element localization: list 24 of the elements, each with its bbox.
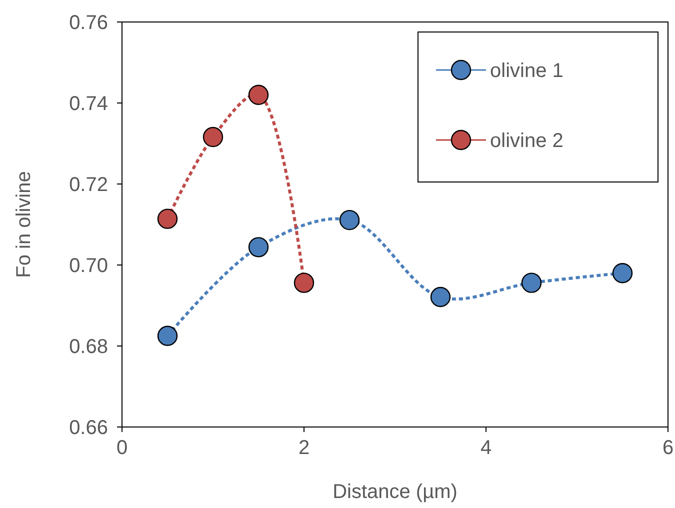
y-tick-label: 0.66 [69,417,108,439]
point [430,286,451,308]
point [294,272,314,293]
y-tick-label: 0.72 [69,174,108,196]
y-tick-label: 0.70 [69,255,108,277]
y-tick-label: 0.76 [69,12,108,34]
point [612,263,633,284]
point [339,210,360,230]
point [248,237,269,258]
point [202,126,224,148]
point [521,272,542,293]
y-tick-label: 0.68 [69,336,108,358]
x-tick-label: 6 [662,437,674,459]
x-tick-label: 4 [480,437,492,459]
point [157,326,178,346]
legend-label: olivine 2 [490,130,564,152]
x-tick-label: 0 [116,437,128,459]
x-axis-title: Distance (µm) [332,481,458,503]
x-tick-label: 2 [298,437,310,459]
point [157,208,178,229]
y-tick-label: 0.74 [69,93,108,115]
legend-label: olivine 1 [490,60,564,82]
point [248,84,269,105]
y-axis-title: Fo in olivine [13,171,35,278]
